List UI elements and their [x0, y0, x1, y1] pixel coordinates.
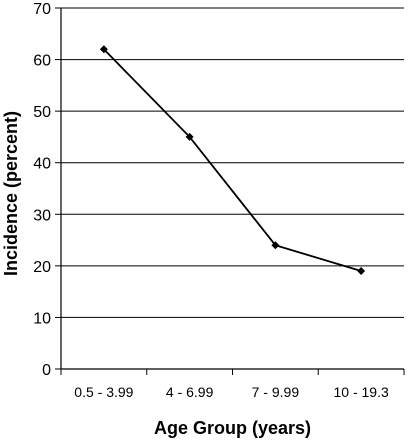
- data-point-marker: [185, 132, 194, 141]
- y-tick-label: 70: [33, 1, 51, 18]
- data-point-marker: [99, 45, 108, 54]
- x-tick-label: 4 - 6.99: [166, 384, 214, 400]
- y-tick-label: 40: [33, 156, 51, 173]
- y-tick-label: 10: [33, 310, 51, 327]
- y-tick-label: 60: [33, 53, 51, 70]
- y-tick-label: 30: [33, 207, 51, 224]
- axes: [55, 7, 405, 375]
- y-tick-label: 50: [33, 104, 51, 121]
- x-tick-label: 10 - 19.3: [333, 384, 388, 400]
- data-series: [99, 45, 366, 276]
- data-point-marker: [357, 267, 366, 276]
- x-tick-label: 0.5 - 3.99: [74, 384, 133, 400]
- x-tick-label: 7 - 9.99: [252, 384, 300, 400]
- series-line: [103, 48, 362, 272]
- x-axis-title: Age Group (years): [154, 418, 311, 438]
- y-tick-label: 20: [33, 259, 51, 276]
- tick-labels: 0 10 20 30 40 50 60 70 0.5 - 3.99 4 - 6.99 7 - 9.9…: [33, 1, 389, 400]
- y-axis-title: Incidence (percent): [1, 111, 21, 276]
- gridlines: [61, 7, 404, 318]
- data-point-marker: [271, 241, 280, 250]
- y-tick-label: 0: [42, 362, 51, 379]
